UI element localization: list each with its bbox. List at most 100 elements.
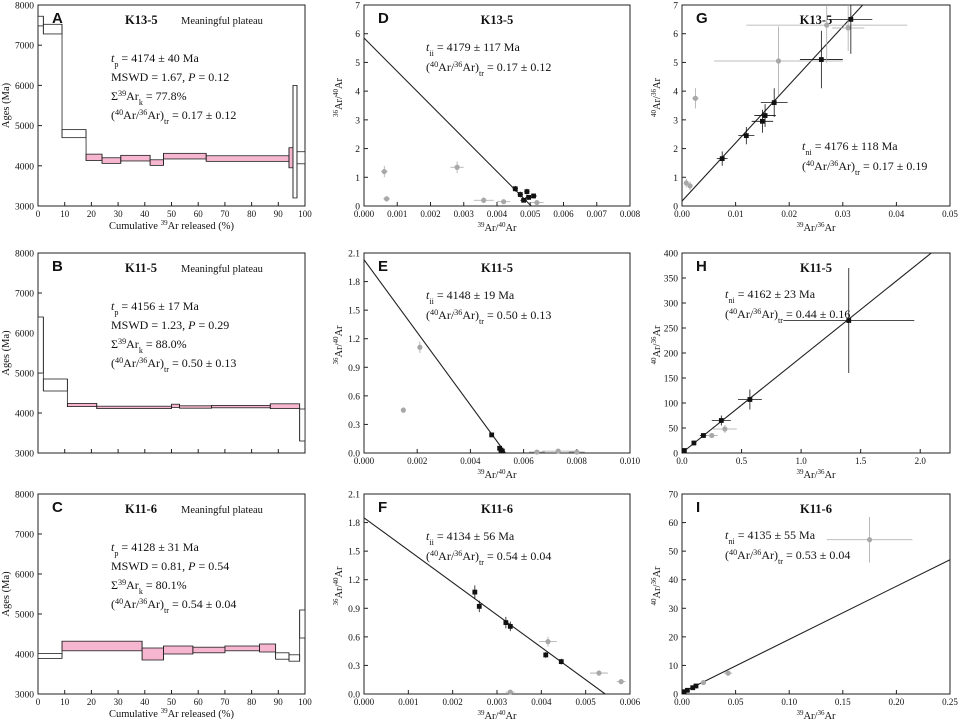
stat-subscript: p: [114, 308, 118, 317]
x-tick-label: 10: [60, 697, 70, 707]
x-tick-label: 1.0: [795, 456, 807, 466]
y-axis-label: 40Ar/36Ar: [650, 77, 663, 117]
y-tick-label: 6: [673, 30, 678, 40]
stat-line: (40Ar/36Ar)tr = 0.54 ± 0.04: [111, 597, 236, 615]
isotope-mass: 40: [332, 577, 340, 585]
stat-superscript: 40: [806, 159, 814, 168]
x-tick-label: 1.5: [855, 456, 867, 466]
stat-subscript: tr: [164, 606, 169, 615]
y-tick-label: 1.5: [348, 307, 360, 317]
y-tick-label: 70: [669, 491, 679, 501]
data-point-excluded: [501, 199, 507, 205]
isotope-symbol: Ar/: [652, 343, 663, 357]
stat-text: (: [111, 597, 115, 611]
stat-text: Ar/: [438, 549, 455, 563]
isotope-symbol: Ar: [505, 470, 517, 481]
y-tick-label: 6: [355, 30, 360, 40]
stat-symbol: t: [426, 40, 430, 54]
x-tick-label: 0.00: [674, 209, 690, 219]
x-tick-label: 70: [220, 697, 230, 707]
data-point-excluded: [618, 679, 624, 685]
isotope-mass: 36: [650, 89, 658, 97]
y-tick-label: 6000: [15, 330, 34, 340]
isotope-symbol: Ar: [824, 223, 836, 234]
x-axis-label: 39Ar/36Ar: [796, 221, 836, 234]
x-tick-label: 0.02: [781, 209, 797, 219]
stat-symbol: t: [111, 299, 115, 313]
stat-value: = 4156 ± 17 Ma: [118, 299, 199, 313]
stat-text: MSWD = 1.67,: [111, 70, 188, 84]
stat-text: Ar: [126, 337, 139, 351]
x-axis-label: Cumulative 39Ar released (%): [109, 219, 235, 232]
isotope-mass: 39: [161, 219, 169, 227]
y-tick-label: 1.5: [348, 548, 360, 558]
x-tick-label: 0.10: [781, 697, 797, 707]
isotope-mass: 39: [796, 221, 804, 229]
stat-superscript: 39: [118, 89, 126, 98]
stat-superscript: 36: [139, 597, 147, 606]
isotope-symbol: Ar: [334, 566, 345, 578]
stat-superscript: 39: [118, 337, 126, 346]
panel-g: 0 1 2 3 4 5 6 7 0.00 0.01 0.02 0.03 0.04 0.05 G K13-5 40…: [650, 2, 958, 235]
data-point-used: [526, 194, 531, 200]
data-point-excluded: [709, 432, 715, 439]
stat-superscript: 36: [454, 549, 462, 558]
stat-text: Σ: [111, 337, 118, 351]
sample-title: K13-5: [800, 13, 833, 27]
x-tick-label: 40: [140, 697, 150, 707]
y-tick-label: 3000: [15, 450, 34, 460]
plateau-note: Meaningful plateau: [181, 264, 264, 275]
y-tick-label: 5000: [15, 370, 34, 380]
y-axis-label: 40Ar/36Ar: [650, 566, 663, 606]
x-axis-label: 39Ar/40Ar: [477, 709, 517, 722]
x-tick-label: 0.0: [676, 456, 688, 466]
stat-value: = 0.44 ± 0.16: [783, 307, 850, 321]
stat-value: = 77.8%: [143, 89, 187, 103]
y-tick-label: 0.0: [348, 450, 360, 460]
y-tick-label: 350: [664, 275, 679, 285]
x-tick-label: 90: [274, 697, 284, 707]
data-point-excluded: [454, 164, 460, 170]
sample-title: K11-6: [481, 502, 513, 516]
isotope-mass: 40: [498, 468, 506, 476]
panel-d: 0 1 2 3 4 5 6 7 0.000 0.001 0.002 0.003 0.004 0.005 0.…: [332, 2, 641, 235]
stat-text: Ar/: [737, 307, 754, 321]
plateau-step: [205, 155, 290, 162]
isotope-symbol: Ar: [652, 325, 663, 337]
panel-letter: D: [378, 10, 389, 27]
isotope-symbol: Ar/: [484, 223, 498, 234]
data-point-used: [743, 133, 749, 139]
stat-text: Ar/: [737, 548, 754, 562]
data-point-excluded: [692, 95, 699, 101]
stat-symbol: t: [725, 287, 729, 301]
regression-line: [682, 559, 950, 693]
x-tick-label: 0.004: [487, 209, 508, 219]
stat-text: (: [426, 549, 430, 563]
x-tick-label: 50: [167, 697, 177, 707]
stat-value: = 0.17 ± 0.12: [169, 108, 236, 122]
isotope-mass: 39: [796, 709, 804, 717]
x-tick-label: 0.001: [387, 209, 407, 219]
y-tick-label: 0: [355, 203, 360, 213]
age-step: [299, 609, 306, 639]
data-point-excluded: [417, 344, 423, 350]
stat-line: tii = 4148 ± 19 Ma: [426, 288, 515, 306]
isotope-mass: 40: [332, 336, 340, 344]
panel-b: 3000 4000 5000 6000 7000 8000 B K11-5 Meaningful…: [1, 250, 306, 460]
panel-i: 0 10 20 30 40 50 60 70 0.00 0.05 0.10 0.15 0.20 0.25 I…: [650, 491, 958, 723]
plateau-step: [163, 152, 207, 160]
stat-subscript: ii: [429, 538, 434, 547]
isotope-mass: 40: [650, 357, 658, 365]
data-point-excluded: [507, 689, 513, 695]
data-point-used: [558, 659, 564, 665]
x-tick-label: 0.05: [728, 697, 744, 707]
y-tick-label: 1.8: [348, 278, 360, 288]
stat-superscript: 36: [454, 308, 462, 317]
y-tick-label: 100: [664, 400, 679, 410]
x-tick-label: 0.004: [531, 697, 552, 707]
x-tick-label: 0.05: [942, 209, 958, 219]
plateau-step: [66, 402, 98, 407]
y-tick-label: 7000: [15, 290, 34, 300]
stat-text: Ar: [126, 89, 139, 103]
stat-superscript: 40: [430, 308, 438, 317]
